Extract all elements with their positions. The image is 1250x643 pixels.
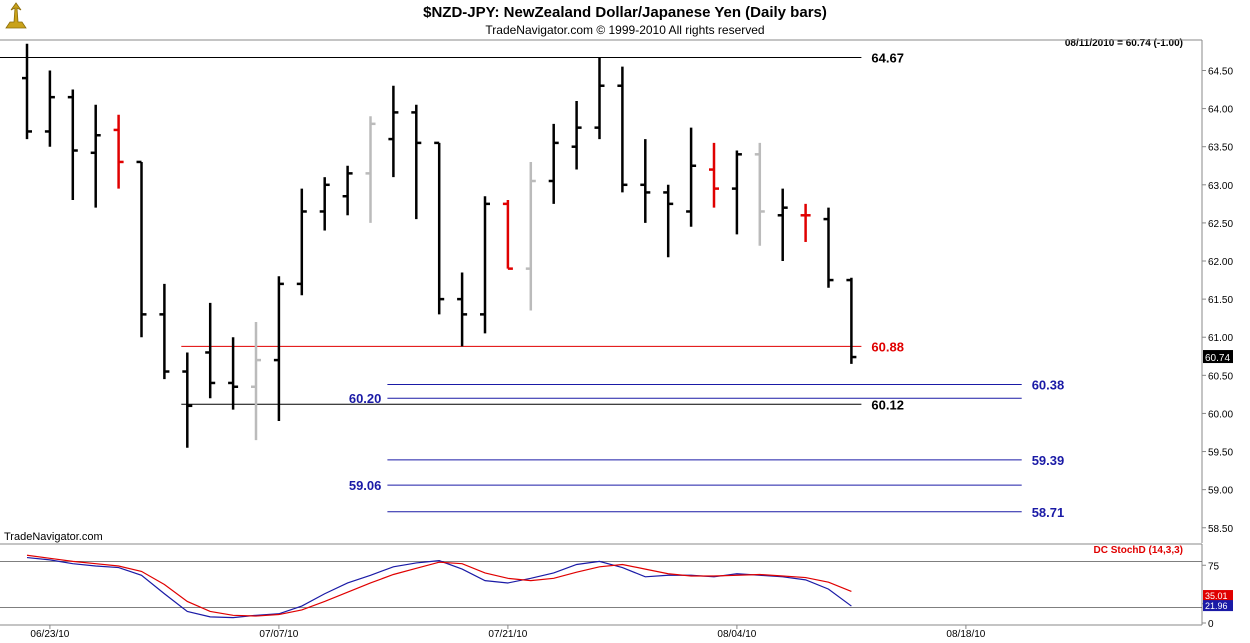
price-tick-label: 62.00 xyxy=(1208,257,1233,268)
price-tick-label: 62.50 xyxy=(1208,219,1233,230)
stochastic-lines xyxy=(0,554,1202,619)
stochastic-line-d xyxy=(26,554,852,617)
level-label: 60.20 xyxy=(349,391,382,406)
price-tick-label: 61.00 xyxy=(1208,333,1233,344)
stochastic-title: DC StochD (14,3,3) xyxy=(1094,545,1183,556)
price-panel[interactable]: 64.67 60.88 60.12 60.38 60.20 59.39 59.06 58.71… xyxy=(0,39,1233,543)
ohlc-bars xyxy=(22,43,857,448)
price-tick-label: 58.50 xyxy=(1208,524,1233,535)
stochastic-last-k-label: 21.96 xyxy=(1205,601,1228,611)
price-tick-label: 59.50 xyxy=(1208,448,1233,459)
price-tick-label: 60.50 xyxy=(1208,371,1233,382)
date-tick-label: 07/07/10 xyxy=(259,629,298,640)
last-price-box xyxy=(1203,350,1233,364)
date-tick-label: 08/18/10 xyxy=(946,629,985,640)
price-tick-label: 64.50 xyxy=(1208,66,1233,77)
price-tick-label: 64.00 xyxy=(1208,105,1233,116)
last-quote-label: 08/11/2010 = 60.74 (-1.00) xyxy=(1065,38,1183,49)
stochastic-last-d-box xyxy=(1203,590,1233,602)
stochastic-line-k xyxy=(26,556,852,619)
price-axis: 64.50 64.00 63.50 63.00 62.50 62.00 61.50 61.00… xyxy=(1202,66,1233,535)
level-label: 59.39 xyxy=(1032,453,1065,468)
price-tick-label: 59.00 xyxy=(1208,486,1233,497)
level-label: 59.06 xyxy=(349,478,382,493)
level-label: 64.67 xyxy=(871,51,904,66)
date-axis: 06/23/10 07/07/10 07/21/10 08/04/10 08/18/10 xyxy=(30,625,986,640)
logo-shape xyxy=(5,2,27,29)
stochastic-tick-label: 0 xyxy=(1208,619,1214,630)
logo[interactable] xyxy=(2,2,30,32)
watermark: TradeNavigator.com xyxy=(4,531,103,543)
level-label: 60.12 xyxy=(871,397,904,412)
support-resistance-levels: 64.67 60.88 60.12 60.38 60.20 59.39 59.06 58.71 xyxy=(0,51,1064,520)
stochastic-last-k-box xyxy=(1203,600,1233,612)
stochastic-tick-label: 75 xyxy=(1208,561,1220,572)
date-tick-label: 08/04/10 xyxy=(717,629,756,640)
last-price-label: 60.74 xyxy=(1205,353,1230,364)
date-tick-label: 07/21/10 xyxy=(488,629,527,640)
level-label: 60.38 xyxy=(1032,377,1065,392)
level-label: 60.88 xyxy=(871,339,904,354)
chart-title: $NZD-JPY: NewZealand Dollar/Japanese Yen… xyxy=(423,4,827,21)
price-tick-label: 61.50 xyxy=(1208,295,1233,306)
price-tick-label: 63.50 xyxy=(1208,143,1233,154)
level-label: 58.71 xyxy=(1032,505,1065,520)
copyright-text: TradeNavigator.com © 1999-2010 All right… xyxy=(485,23,764,37)
stochastic-last-d-label: 35.01 xyxy=(1205,591,1228,601)
price-tick-label: 60.00 xyxy=(1208,409,1233,420)
price-tick-label: 63.00 xyxy=(1208,181,1233,192)
date-tick-label: 06/23/10 xyxy=(30,629,69,640)
